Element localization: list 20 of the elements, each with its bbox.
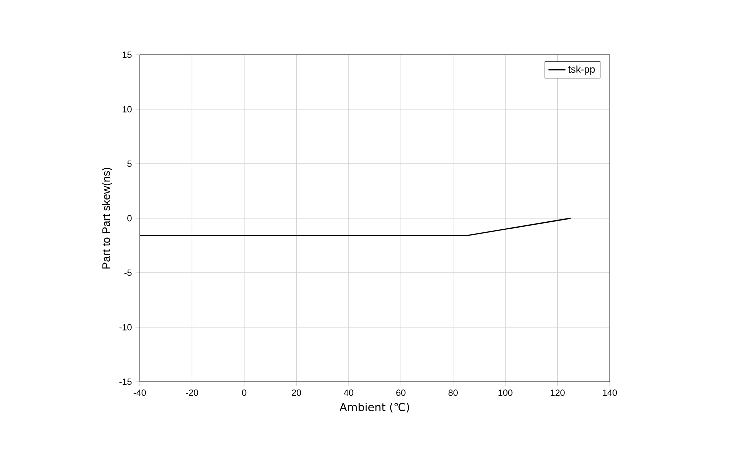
y-tick-label: 10 xyxy=(122,106,132,113)
x-tick-label: 20 xyxy=(292,390,302,396)
y-tick-label: -5 xyxy=(124,270,132,276)
x-tick-label: 80 xyxy=(448,390,458,396)
x-tick-label: -40 xyxy=(134,390,146,396)
x-tick-label: 120 xyxy=(550,390,565,396)
x-axis-title: Ambient (℃) xyxy=(340,402,410,413)
y-axis-title: Part to Part skew(ns) xyxy=(102,168,112,269)
x-tick-label: 40 xyxy=(344,390,354,396)
y-tick-label: 15 xyxy=(122,52,132,58)
y-tick-label: -15 xyxy=(120,378,132,386)
legend-label: tsk-pp xyxy=(568,66,596,75)
x-tick-label: 140 xyxy=(603,390,618,396)
y-tick-label: 5 xyxy=(128,160,132,168)
x-tick-label: 60 xyxy=(396,390,406,396)
x-tick-label: 0 xyxy=(242,390,247,396)
y-tick-label: 0 xyxy=(128,215,132,222)
x-tick-label: 100 xyxy=(498,390,513,396)
y-tick-label: -10 xyxy=(120,324,132,331)
x-tick-label: -20 xyxy=(186,390,198,396)
